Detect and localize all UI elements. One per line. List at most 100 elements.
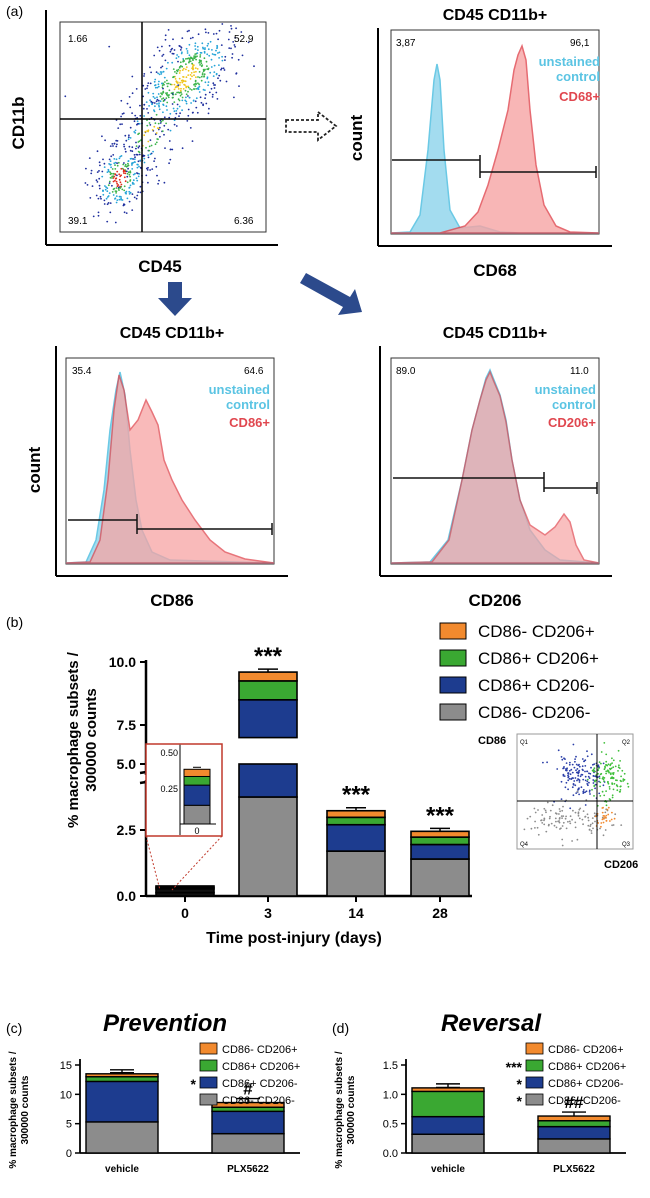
scatter-dot — [187, 95, 189, 97]
scatter-dot — [136, 194, 139, 197]
scatter-dot — [184, 80, 187, 83]
scatter-dot — [161, 98, 163, 100]
ylabel-line2: 300000 counts — [346, 1075, 357, 1144]
scatter-dot — [171, 148, 174, 151]
ylabel-line2: 300000 counts — [20, 1075, 31, 1144]
mini-scatter-dot — [574, 811, 577, 814]
mini-scatter-dot — [584, 770, 586, 773]
mini-scatter-dot — [586, 780, 589, 783]
scatter-dot — [148, 145, 151, 148]
scatter-dot — [111, 184, 113, 187]
scatter-dot — [155, 71, 158, 73]
mini-scatter-dot — [597, 769, 600, 771]
scatter-dot — [215, 91, 218, 94]
scatter-dot — [106, 203, 109, 206]
scatter-dot — [177, 88, 180, 90]
cd68-xlabel: CD68 — [473, 261, 516, 280]
scatter-dot — [146, 84, 149, 87]
scatter-dot — [176, 91, 179, 94]
mini-scatter-dot — [549, 809, 552, 812]
scatter-dot — [137, 163, 139, 166]
mini-scatter-dot — [545, 811, 547, 814]
scatter-dot — [137, 133, 140, 136]
scatter-dot — [240, 31, 243, 33]
mini-scatter-dot — [598, 780, 600, 783]
scatter-dot — [143, 161, 146, 164]
scatter-dot — [222, 67, 225, 70]
scatter-dot — [157, 99, 160, 102]
mini-scatter-dot — [593, 767, 596, 770]
mini-scatter-dot — [600, 751, 603, 753]
scatter-dot — [199, 54, 202, 56]
scatter-dot — [182, 76, 184, 78]
mini-scatter-dot — [611, 796, 614, 799]
scatter-dot — [162, 87, 164, 90]
scatter-dot — [117, 161, 120, 164]
scatter-dot — [183, 83, 186, 86]
scatter-dot — [177, 84, 180, 87]
mini-scatter-dot — [543, 823, 546, 826]
scatter-dot — [128, 145, 131, 148]
scatter-dot — [118, 157, 121, 160]
scatter-dot — [136, 166, 139, 169]
cd68-title: CD45 CD11b+ — [443, 7, 548, 24]
inset-bar-segment — [183, 768, 211, 777]
cd206-title: CD45 CD11b+ — [443, 325, 548, 342]
scatter-dot — [159, 71, 162, 73]
scatter-dot — [120, 198, 122, 201]
mini-scatter-dot — [590, 766, 592, 769]
mini-scatter-dot — [603, 777, 606, 779]
scatter-dot — [206, 53, 209, 56]
mini-scatter-dot — [546, 761, 548, 764]
scatter-dot — [133, 154, 136, 156]
inset-content: 0.50 0.25 0 — [160, 744, 216, 836]
scatter-dot — [155, 141, 158, 144]
scatter-dot — [181, 96, 184, 99]
scatter-dot — [172, 107, 175, 110]
scatter-dot — [191, 36, 194, 39]
scatter-dot — [106, 171, 109, 174]
mini-scatter-dot — [605, 764, 608, 766]
scatter-dot — [138, 153, 141, 156]
scatter-dot — [138, 165, 140, 168]
scatter-dot — [103, 199, 106, 202]
scatter-dot — [115, 139, 118, 142]
mini-scatter-dot — [555, 826, 558, 829]
mini-scatter-dot — [607, 782, 610, 785]
scatter-dot — [178, 91, 181, 94]
mini-scatter-dot — [587, 824, 590, 827]
scatter-dot — [109, 171, 112, 174]
scatter-dot — [112, 145, 114, 147]
mini-scatter-dot — [534, 827, 536, 829]
scatter-dot — [166, 82, 169, 85]
scatter-dot — [126, 102, 129, 105]
scatter-dot — [177, 98, 180, 101]
scatter-dot — [146, 108, 148, 110]
scatter-dot — [192, 58, 194, 61]
scatter-dot — [151, 101, 154, 104]
mini-scatter-dot — [612, 788, 615, 791]
mini-scatter-dot — [607, 763, 610, 766]
scatter-dot — [148, 122, 151, 124]
scatter-dot — [174, 78, 177, 80]
scatter-dot — [168, 162, 171, 165]
b-bar-segment — [410, 858, 470, 897]
scatter-dot — [231, 53, 234, 55]
mini-scatter-dot — [593, 812, 596, 815]
scatter-dot — [197, 33, 200, 36]
mini-scatter-dot — [582, 823, 584, 826]
scatter-dot — [175, 112, 178, 115]
scatter-dot — [118, 195, 121, 198]
scatter-dot — [171, 103, 174, 105]
scatter-dot — [194, 80, 197, 83]
x-tick-label: PLX5622 — [227, 1164, 269, 1175]
scatter-dot — [98, 161, 101, 164]
mini-scatter-dot — [590, 753, 593, 756]
scatter-dot — [203, 75, 206, 78]
scatter-dot — [235, 72, 238, 74]
scatter-dot — [118, 189, 120, 192]
mini-scatter-dot — [550, 822, 553, 825]
scatter-dot — [127, 171, 130, 174]
mini-scatter-dot — [561, 758, 564, 761]
